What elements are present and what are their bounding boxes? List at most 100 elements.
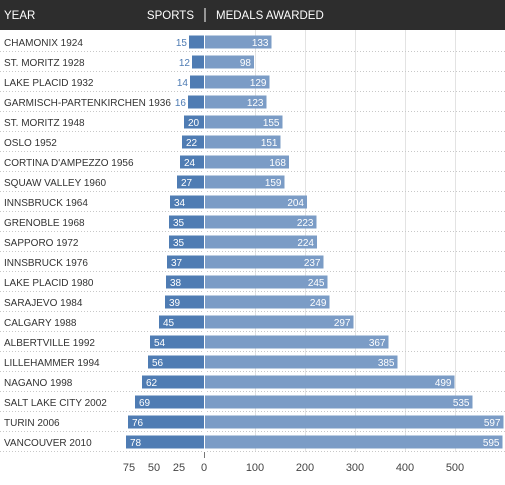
sports-value: 12 bbox=[179, 58, 191, 69]
row-label: CALGARY 1988 bbox=[4, 318, 77, 329]
row-label: ALBERTVILLE 1992 bbox=[4, 338, 95, 349]
sports-bar bbox=[150, 335, 204, 349]
header-medals: MEDALS AWARDED bbox=[216, 10, 324, 22]
header-sports: SPORTS bbox=[147, 10, 194, 22]
sports-value: 54 bbox=[154, 338, 166, 349]
sports-value: 37 bbox=[171, 258, 183, 269]
medals-value: 367 bbox=[369, 338, 386, 349]
table-row: LILLEHAMMER 1994 56 385 bbox=[0, 355, 505, 372]
sports-value: 62 bbox=[146, 378, 158, 389]
sports-value: 69 bbox=[139, 398, 151, 409]
row-label: NAGANO 1998 bbox=[4, 378, 73, 389]
row-label: CORTINA D'AMPEZZO 1956 bbox=[4, 158, 134, 169]
sports-bar bbox=[192, 55, 204, 69]
sports-bar bbox=[135, 395, 204, 409]
medals-bar bbox=[205, 435, 503, 449]
sports-bar bbox=[189, 35, 204, 49]
sports-value: 76 bbox=[132, 418, 144, 429]
row-label: INNSBRUCK 1964 bbox=[4, 198, 88, 209]
medals-bar bbox=[205, 95, 267, 109]
sports-bar bbox=[167, 255, 204, 269]
medals-bar bbox=[205, 355, 398, 369]
sports-bar bbox=[190, 75, 204, 89]
medals-bar bbox=[205, 415, 504, 429]
medals-bar bbox=[205, 115, 283, 129]
sports-bar bbox=[159, 315, 204, 329]
row-label: ST. MORITZ 1928 bbox=[4, 58, 85, 69]
table-row: SAPPORO 1972 35 224 bbox=[0, 235, 505, 252]
medals-tick-label: 200 bbox=[296, 462, 314, 474]
medals-bar bbox=[205, 215, 317, 229]
medals-bar bbox=[205, 335, 389, 349]
row-label: LAKE PLACID 1932 bbox=[4, 78, 94, 89]
medals-tick-label: 300 bbox=[346, 462, 364, 474]
medals-bar bbox=[205, 375, 455, 389]
sports-bar bbox=[182, 135, 204, 149]
medals-bar bbox=[205, 75, 270, 89]
table-row: CALGARY 1988 45 297 bbox=[0, 315, 505, 332]
medals-bar bbox=[205, 275, 328, 289]
sports-value: 35 bbox=[173, 218, 185, 229]
sports-value: 39 bbox=[169, 298, 181, 309]
sports-tick-label: 75 bbox=[123, 462, 135, 474]
medals-bar bbox=[205, 135, 281, 149]
row-label: GARMISCH-PARTENKIRCHEN 1936 bbox=[4, 98, 171, 109]
row-label: GRENOBLE 1968 bbox=[4, 218, 85, 229]
sports-bar bbox=[177, 175, 204, 189]
sports-value: 14 bbox=[177, 78, 189, 89]
table-row: LAKE PLACID 1980 38 245 bbox=[0, 275, 505, 292]
medals-bar bbox=[205, 155, 289, 169]
header-year: YEAR bbox=[4, 10, 35, 22]
medals-value: 237 bbox=[304, 258, 321, 269]
table-row: ST. MORITZ 1928 12 98 bbox=[0, 55, 505, 72]
table-row: ST. MORITZ 1948 20 155 bbox=[0, 115, 505, 132]
sports-bar bbox=[148, 355, 204, 369]
table-row: SARAJEVO 1984 39 249 bbox=[0, 295, 505, 312]
table-row: INNSBRUCK 1964 34 204 bbox=[0, 195, 505, 212]
medals-value: 123 bbox=[247, 98, 264, 109]
medals-bar bbox=[205, 295, 330, 309]
medals-value: 129 bbox=[250, 78, 267, 89]
table-row: CORTINA D'AMPEZZO 1956 24 168 bbox=[0, 155, 505, 172]
medals-bar bbox=[205, 35, 272, 49]
row-label: LILLEHAMMER 1994 bbox=[4, 358, 100, 369]
table-row: VANCOUVER 2010 78 595 bbox=[0, 435, 505, 452]
row-label: ST. MORITZ 1948 bbox=[4, 118, 85, 129]
medals-value: 597 bbox=[484, 418, 501, 429]
medals-tick-label: 100 bbox=[246, 462, 264, 474]
sports-bar bbox=[169, 215, 204, 229]
sports-bar bbox=[165, 295, 204, 309]
medals-value: 151 bbox=[261, 138, 278, 149]
table-row: GARMISCH-PARTENKIRCHEN 1936 16 123 bbox=[0, 95, 505, 112]
sports-value: 16 bbox=[175, 98, 187, 109]
medals-bar bbox=[205, 195, 307, 209]
sports-value: 78 bbox=[130, 438, 142, 449]
row-label: INNSBRUCK 1976 bbox=[4, 258, 88, 269]
sports-bar bbox=[170, 195, 204, 209]
medals-value: 168 bbox=[269, 158, 286, 169]
header-bar bbox=[0, 0, 505, 30]
medals-value: 155 bbox=[263, 118, 280, 129]
sports-value: 45 bbox=[163, 318, 175, 329]
row-label: CHAMONIX 1924 bbox=[4, 38, 83, 49]
row-label: SALT LAKE CITY 2002 bbox=[4, 398, 107, 409]
medals-bar bbox=[205, 315, 354, 329]
table-row: INNSBRUCK 1976 37 237 bbox=[0, 255, 505, 272]
sports-bar bbox=[188, 95, 204, 109]
sports-bar bbox=[128, 415, 204, 429]
table-row: SQUAW VALLEY 1960 27 159 bbox=[0, 175, 505, 192]
sports-value: 22 bbox=[186, 138, 198, 149]
medals-bar bbox=[205, 175, 285, 189]
medals-value: 499 bbox=[435, 378, 452, 389]
medals-value: 223 bbox=[297, 218, 314, 229]
sports-value: 15 bbox=[176, 38, 188, 49]
row-label: SAPPORO 1972 bbox=[4, 238, 79, 249]
x-axis: 75 50 25 0 100 200 300 400 500 bbox=[123, 30, 464, 474]
row-label: LAKE PLACID 1980 bbox=[4, 278, 94, 289]
sports-value: 20 bbox=[188, 118, 200, 129]
medals-tick-label: 500 bbox=[446, 462, 464, 474]
medals-value: 159 bbox=[265, 178, 282, 189]
sports-tick-label: 25 bbox=[173, 462, 185, 474]
sports-tick-label: 50 bbox=[148, 462, 160, 474]
